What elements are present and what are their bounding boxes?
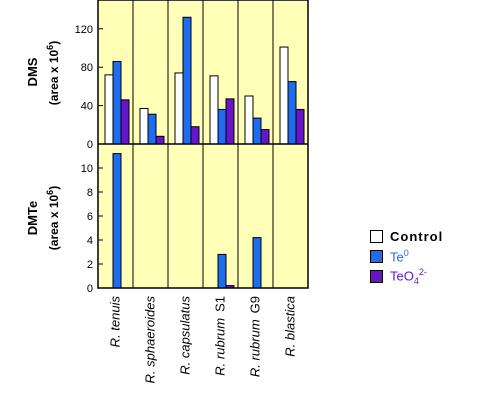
dmte-ytick-label-5: 10 [81, 163, 93, 175]
dmte-bar-te0-0 [112, 153, 122, 289]
legend-te0-text: Te [390, 249, 404, 265]
legend-swatch-te0 [370, 249, 383, 263]
dms-ytick-label-3: 120 [75, 24, 93, 36]
dms-bar-te0-5 [287, 81, 297, 145]
dmte-column-1 [132, 143, 169, 289]
legend-teo4-sup: 2- [418, 266, 427, 277]
legend-te0-sup: 0 [403, 247, 409, 258]
category-label-5: R. blastica [283, 296, 298, 357]
bottom-y-axis-title: DMTe [25, 201, 40, 235]
legend-teo4-sub: 4 [413, 275, 419, 286]
dms-bar-control-3 [209, 75, 219, 145]
category-label-3: R. rubrumS1 [213, 296, 228, 376]
legend-item-te0: Te0 [370, 246, 443, 266]
dmte-ytick-label-4: 8 [87, 187, 93, 199]
dmte-ytick-label-1: 2 [87, 259, 93, 271]
dmte-ytick-label-0: 0 [87, 283, 93, 295]
dmte-bar-te0-3 [217, 253, 227, 289]
legend-label-te0: Te0 [390, 248, 409, 264]
category-label-1: R. sphaeroides [143, 296, 158, 384]
legend-teo4-text: TeO [390, 267, 414, 283]
legend-item-teo4: TeO42- [370, 266, 443, 286]
dms-bar-control-5 [279, 46, 289, 145]
chart-bars [104, 16, 305, 289]
dms-bar-te0-0 [112, 60, 122, 145]
top-y-axis-title: DMS [25, 57, 40, 86]
dms-bar-teo4-2--0 [120, 99, 130, 145]
dmte-bar-te0-4 [252, 237, 262, 289]
legend-item-control: Control [370, 226, 443, 246]
dms-bar-teo4-2--2 [190, 126, 200, 145]
dms-bar-te0-4 [252, 117, 262, 145]
legend-swatch-control [370, 229, 383, 243]
dmte-ytick-label-3: 6 [87, 211, 93, 223]
dms-ytick-label-0: 0 [87, 139, 93, 151]
dms-bar-teo4-2--1 [155, 135, 165, 145]
dms-ytick-label-2: 80 [81, 62, 93, 74]
dms-bar-teo4-2--5 [295, 108, 305, 145]
dms-bar-control-1 [139, 107, 149, 145]
legend-label-control: Control [390, 228, 444, 244]
legend: Control Te0 TeO42- [370, 226, 443, 286]
top-y-axis-unit: (area x 106) [45, 41, 61, 105]
dms-bar-te0-2 [182, 16, 192, 145]
dms-bar-control-4 [244, 95, 254, 145]
legend-swatch-teo4 [370, 269, 383, 283]
dms-bar-teo4-2--3 [225, 98, 235, 145]
dmte-ytick-label-2: 4 [87, 235, 93, 247]
chart-ticks: 0 40 80 120 0 2 4 6 8 10 [75, 24, 103, 295]
category-label-0: R. tenuis [108, 296, 123, 348]
dms-bar-teo4-2--4 [260, 129, 270, 145]
legend-label-teo4: TeO42- [390, 267, 427, 286]
dms-ytick-label-1: 40 [81, 101, 93, 113]
category-label-4: R. rubrumG9 [248, 296, 263, 377]
dms-bar-control-2 [174, 72, 184, 145]
bottom-y-axis-unit: (area x 106) [45, 186, 61, 250]
category-label-2: R. capsulatus [178, 296, 193, 375]
category-labels: R. tenuis R. sphaeroides R. capsulatus R. r… [108, 296, 298, 384]
dms-bar-control-0 [104, 74, 114, 145]
dmte-column-2 [167, 143, 204, 289]
dms-bar-te0-1 [147, 113, 157, 145]
dms-bar-te0-3 [217, 108, 227, 145]
dmte-column-5 [272, 143, 309, 289]
